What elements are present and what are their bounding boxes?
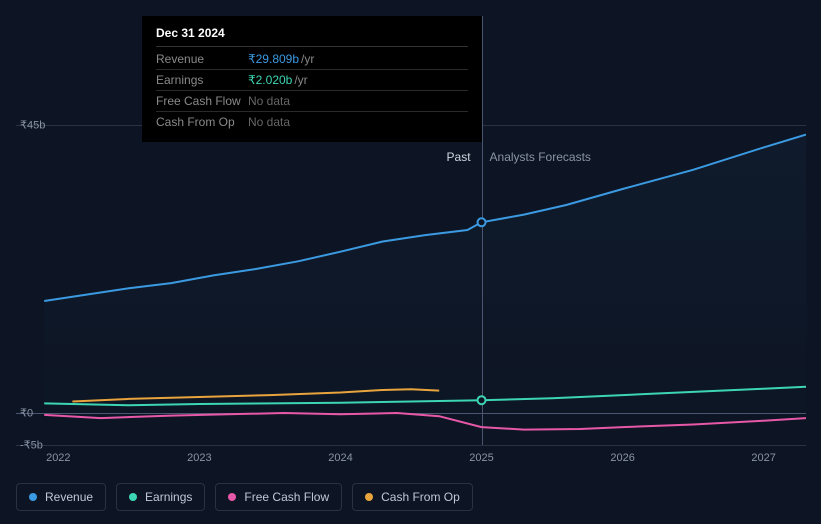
legend-color-dot xyxy=(365,493,373,501)
tooltip-row: Revenue₹29.809b/yr xyxy=(156,49,468,70)
tooltip-value: ₹29.809b/yr xyxy=(248,52,314,66)
tooltip-date: Dec 31 2024 xyxy=(156,26,468,47)
tooltip-value: No data xyxy=(248,115,290,129)
legend-item-cash-from-op[interactable]: Cash From Op xyxy=(352,483,473,511)
x-axis-label: 2023 xyxy=(187,452,211,464)
legend-label: Free Cash Flow xyxy=(244,490,329,504)
tooltip-value: ₹2.020b/yr xyxy=(248,73,308,87)
legend-color-dot xyxy=(228,493,236,501)
x-axis-label: 2025 xyxy=(469,452,493,464)
tooltip-row: Cash From OpNo data xyxy=(156,112,468,132)
series-line-free-cash-flow xyxy=(44,413,806,430)
tooltip-row: Free Cash FlowNo data xyxy=(156,91,468,112)
legend-color-dot xyxy=(129,493,137,501)
x-axis-label: 2026 xyxy=(610,452,634,464)
legend-label: Cash From Op xyxy=(381,490,460,504)
legend-label: Earnings xyxy=(145,490,192,504)
legend-color-dot xyxy=(29,493,37,501)
tooltip-label: Earnings xyxy=(156,73,248,87)
legend-item-free-cash-flow[interactable]: Free Cash Flow xyxy=(215,483,342,511)
gridline xyxy=(16,445,806,446)
tooltip-label: Revenue xyxy=(156,52,248,66)
hover-marker-earnings xyxy=(478,396,486,404)
tooltip-label: Cash From Op xyxy=(156,115,248,129)
hover-tooltip: Dec 31 2024 Revenue₹29.809b/yrEarnings₹2… xyxy=(142,16,482,142)
x-axis-label: 2024 xyxy=(328,452,352,464)
legend-item-revenue[interactable]: Revenue xyxy=(16,483,106,511)
line-chart xyxy=(16,125,806,445)
series-area-revenue xyxy=(44,135,806,413)
x-axis-label: 2027 xyxy=(751,452,775,464)
legend-item-earnings[interactable]: Earnings xyxy=(116,483,205,511)
x-axis-label: 2022 xyxy=(46,452,70,464)
tooltip-label: Free Cash Flow xyxy=(156,94,248,108)
tooltip-value: No data xyxy=(248,94,290,108)
legend: Revenue Earnings Free Cash Flow Cash From O… xyxy=(16,483,473,511)
legend-label: Revenue xyxy=(45,490,93,504)
hover-marker-revenue xyxy=(478,218,486,226)
tooltip-row: Earnings₹2.020b/yr xyxy=(156,70,468,91)
